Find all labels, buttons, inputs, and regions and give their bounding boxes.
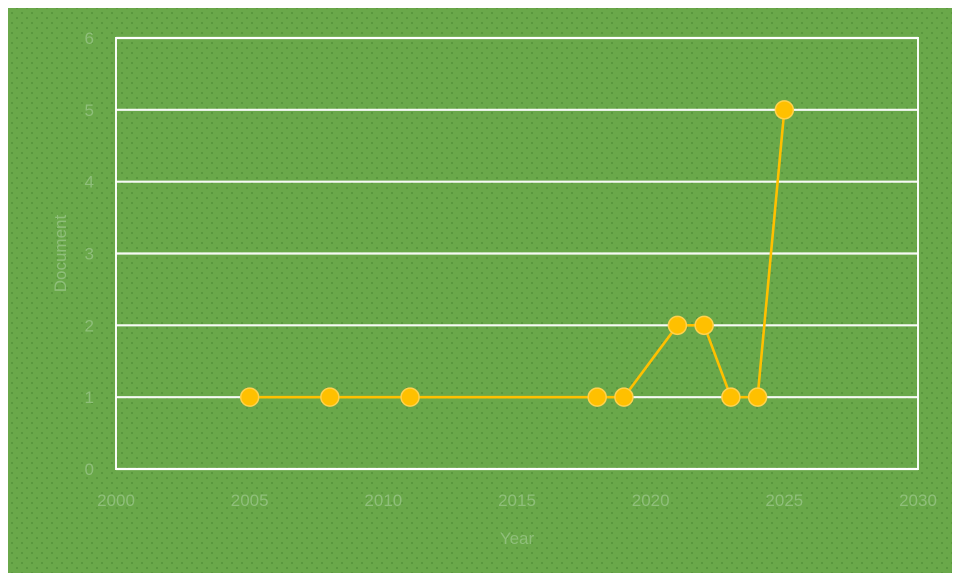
x-tick-label: 2000 bbox=[97, 491, 135, 510]
x-tick-label: 2005 bbox=[231, 491, 269, 510]
x-axis-ticks: 2000 2005 2010 2015 2020 2025 2030 bbox=[97, 491, 937, 510]
x-tick-label: 2020 bbox=[632, 491, 670, 510]
y-tick-label: 4 bbox=[85, 173, 94, 192]
data-point bbox=[694, 315, 714, 336]
data-point bbox=[774, 100, 795, 120]
data-point bbox=[320, 387, 340, 407]
series bbox=[239, 100, 795, 407]
x-tick-label: 2030 bbox=[899, 491, 937, 510]
plot-area-border bbox=[115, 37, 919, 470]
y-tick-label: 1 bbox=[85, 388, 94, 407]
y-tick-label: 2 bbox=[85, 316, 94, 335]
data-point bbox=[721, 387, 741, 407]
y-tick-label: 0 bbox=[85, 460, 94, 479]
x-axis-title: Year bbox=[500, 529, 535, 548]
y-tick-label: 6 bbox=[85, 29, 94, 48]
x-tick-label: 2025 bbox=[765, 491, 803, 510]
chart-texture bbox=[8, 8, 952, 573]
y-axis-ticks: 0 1 2 3 4 5 6 bbox=[85, 29, 94, 479]
y-tick-label: 3 bbox=[85, 245, 94, 264]
y-tick-label: 5 bbox=[85, 101, 94, 120]
data-point bbox=[747, 387, 768, 407]
x-tick-label: 2010 bbox=[364, 491, 402, 510]
data-point bbox=[239, 387, 260, 407]
data-point bbox=[667, 315, 688, 336]
data-point bbox=[587, 387, 607, 407]
series-line bbox=[249, 109, 786, 399]
data-point bbox=[400, 387, 420, 407]
y-axis-title: Document bbox=[51, 214, 70, 292]
x-tick-label: 2015 bbox=[498, 491, 536, 510]
data-point bbox=[614, 387, 634, 407]
